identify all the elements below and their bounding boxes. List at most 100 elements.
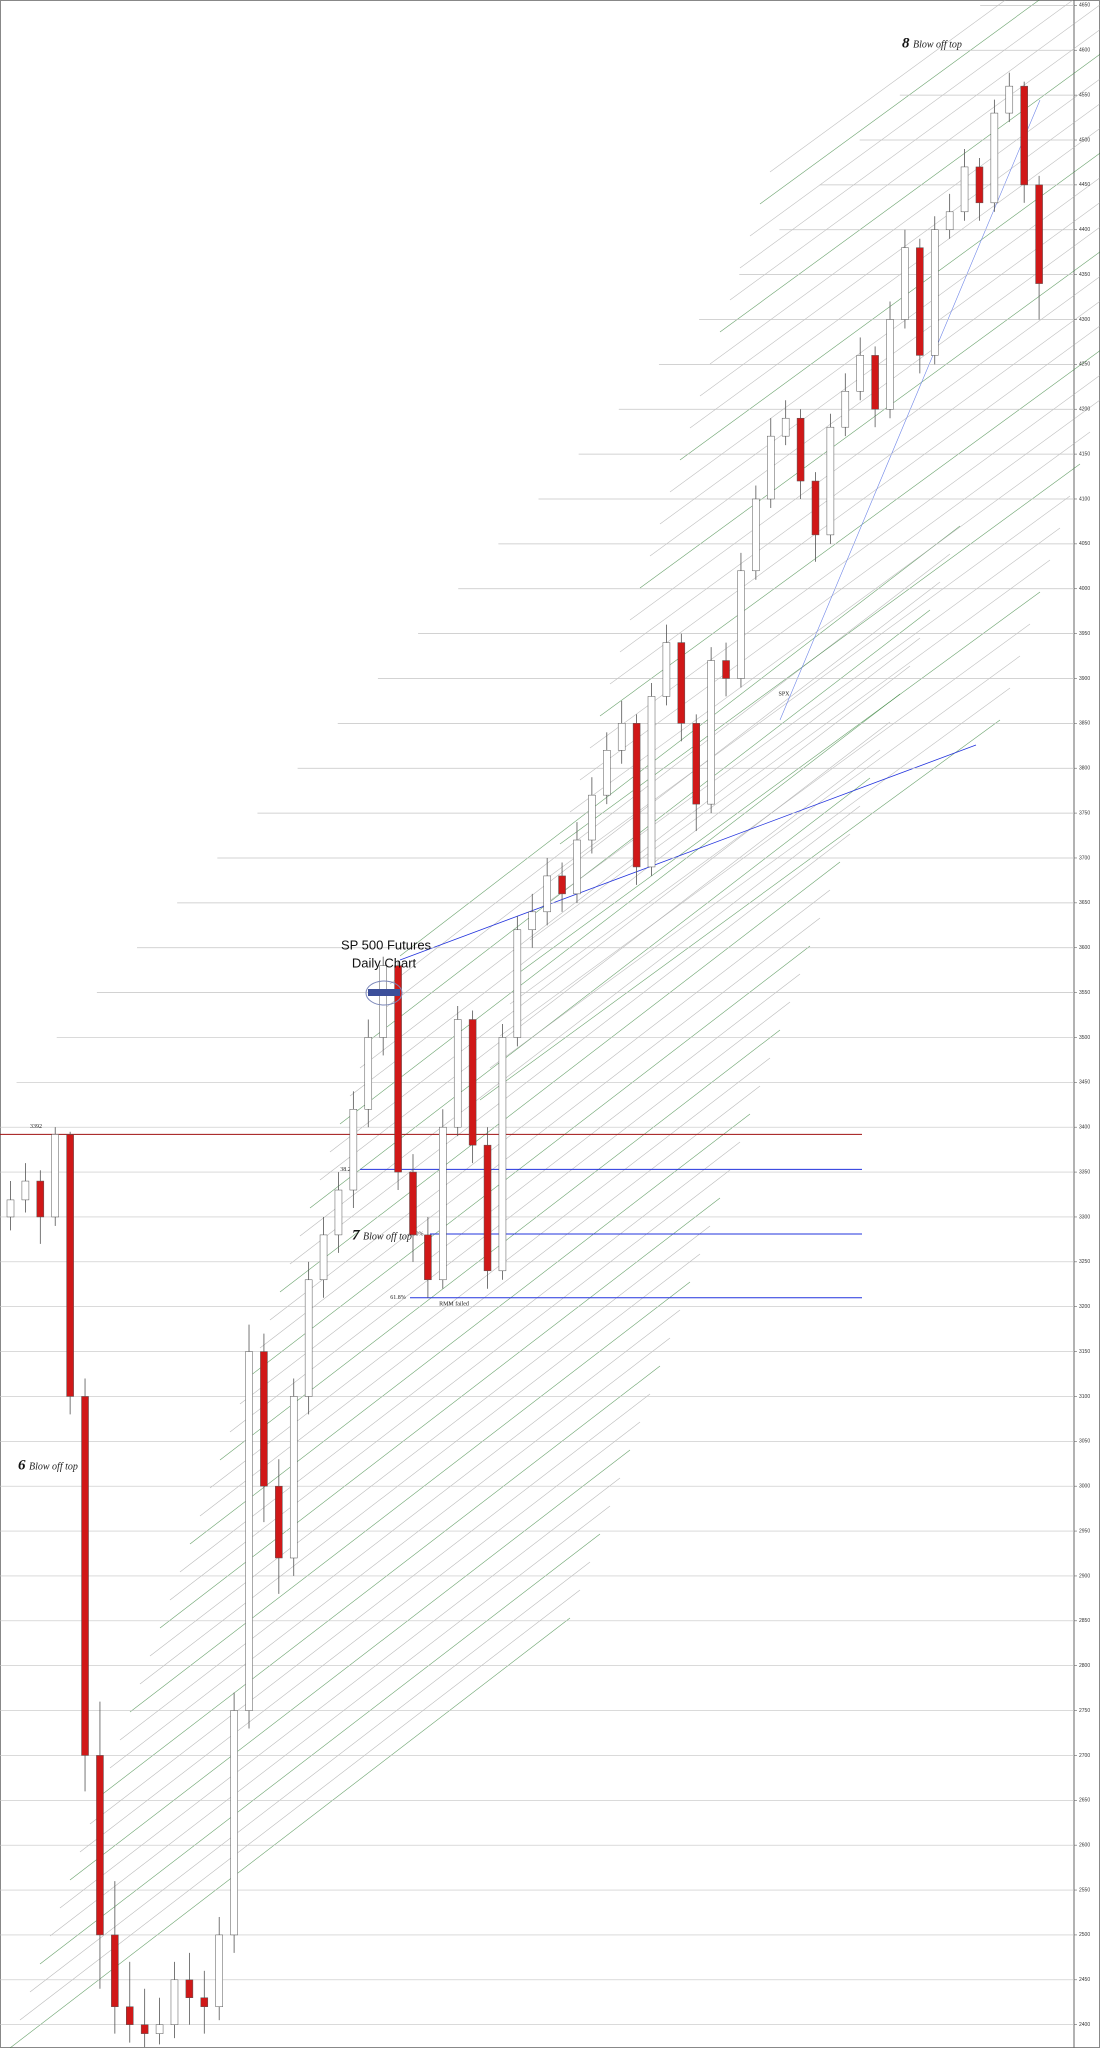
annotation-text: Blow off top: [913, 39, 962, 50]
annotation-number: 6: [18, 1457, 26, 1473]
candle-body: [453, 1019, 462, 1128]
chart-subtitle: Daily Chart: [352, 955, 417, 970]
diagonal-line: [489, 687, 1011, 1069]
y-tick-label: 3450: [1079, 1080, 1090, 1086]
annotation-number: 8: [902, 35, 910, 51]
y-tick-label: 2450: [1079, 1977, 1090, 1983]
y-tick-label: 3750: [1079, 810, 1090, 816]
candle-body: [796, 417, 805, 482]
candle-body: [722, 660, 730, 679]
candle-body: [916, 247, 924, 356]
y-tick-label: 3500: [1079, 1035, 1090, 1041]
diagonal-line: [599, 350, 1100, 717]
candle-body: [871, 355, 879, 410]
candle-body: [990, 112, 999, 204]
diagonal-line: [109, 1337, 671, 1769]
candle-body: [230, 1710, 238, 1936]
candle-body: [856, 355, 864, 392]
candle-body: [617, 723, 626, 751]
diagonal-line: [569, 431, 1091, 813]
candle-body: [409, 1171, 417, 1236]
y-tick-label: 2850: [1079, 1618, 1090, 1624]
note: RMM failed: [439, 1300, 469, 1307]
candle-body: [349, 1109, 358, 1191]
y-tick-label: 4550: [1079, 92, 1090, 98]
y-tick-label: 3600: [1079, 945, 1090, 951]
y-tick-label: 3150: [1079, 1349, 1090, 1355]
diagonal-line: [19, 1589, 581, 2021]
candle-body: [304, 1279, 313, 1397]
candle-body: [781, 417, 790, 437]
candle-body: [289, 1396, 298, 1559]
diagonal-line: [9, 1617, 571, 2048]
y-tick-label: 3650: [1079, 900, 1090, 906]
logo: [365, 980, 403, 1006]
diagonal-line: [69, 1449, 631, 1881]
diagonal-line: [99, 1365, 661, 1797]
y-tick-label: 3950: [1079, 631, 1090, 637]
diagonal-line: [59, 1477, 621, 1909]
diagonal-line: [119, 1309, 681, 1741]
candle-body: [945, 211, 954, 230]
y-tick-label: 3550: [1079, 990, 1090, 996]
candle-body: [1035, 184, 1043, 284]
level-label: 38.2%: [340, 1167, 356, 1173]
diagonal-line: [559, 463, 1081, 845]
y-tick-label: 3800: [1079, 766, 1090, 772]
candle-body: [826, 426, 835, 536]
candle-body: [319, 1234, 328, 1281]
y-tick-label: 2550: [1079, 1887, 1090, 1893]
y-tick-label: 2600: [1079, 1843, 1090, 1849]
y-tick-label: 3250: [1079, 1259, 1090, 1265]
y-tick-label: 4150: [1079, 451, 1090, 457]
candle-body: [96, 1755, 104, 1936]
y-tick-label: 4400: [1079, 227, 1090, 233]
diagonal-line: [329, 721, 891, 1153]
candle-body: [424, 1234, 432, 1281]
candle-body: [21, 1180, 30, 1201]
note: SPX: [778, 691, 790, 697]
y-tick-label: 2800: [1079, 1663, 1090, 1669]
y-tick-label: 2900: [1079, 1573, 1090, 1579]
candle-body: [379, 965, 387, 1038]
y-tick-label: 3200: [1079, 1304, 1090, 1310]
diagonal-line: [699, 103, 1100, 397]
candle-body: [632, 723, 641, 868]
candle-body: [439, 1126, 447, 1281]
y-tick-label: 4050: [1079, 541, 1090, 547]
diagonal-line: [709, 78, 1100, 365]
diagonal-line: [199, 1085, 761, 1517]
y-tick-label: 3100: [1079, 1394, 1090, 1400]
candle-body: [647, 696, 656, 868]
candle-body: [588, 794, 596, 841]
y-tick-label: 3400: [1079, 1125, 1090, 1131]
diagonal-line: [189, 1113, 751, 1545]
diagonal-line: [289, 833, 851, 1265]
diagonal-line: [319, 749, 881, 1181]
y-tick-label: 2700: [1079, 1753, 1090, 1759]
candle-body: [677, 642, 686, 724]
diagonal-line: [649, 226, 1100, 557]
candle-body: [468, 1019, 477, 1146]
diagonal-line: [579, 399, 1100, 781]
candle-body: [930, 229, 939, 356]
diagonal-line: [209, 1057, 771, 1489]
y-tick-label: 2400: [1079, 2022, 1090, 2028]
diagonal-line: [719, 53, 1100, 333]
y-tick-label: 4100: [1079, 496, 1090, 502]
annotation-text: Blow off top: [363, 1231, 412, 1242]
trend-line: [399, 744, 977, 961]
y-tick-label: 4350: [1079, 272, 1090, 278]
candle-body: [140, 2024, 149, 2034]
candle-body: [558, 875, 566, 895]
y-tick-label: 3000: [1079, 1484, 1090, 1490]
candle-body: [260, 1351, 268, 1487]
y-tick-label: 2650: [1079, 1798, 1090, 1804]
diagonal-line: [629, 276, 1100, 621]
diagonal-line: [269, 889, 831, 1321]
candle-body: [498, 1037, 507, 1272]
y-tick-label: 2950: [1079, 1528, 1090, 1534]
candle-body: [528, 911, 536, 931]
